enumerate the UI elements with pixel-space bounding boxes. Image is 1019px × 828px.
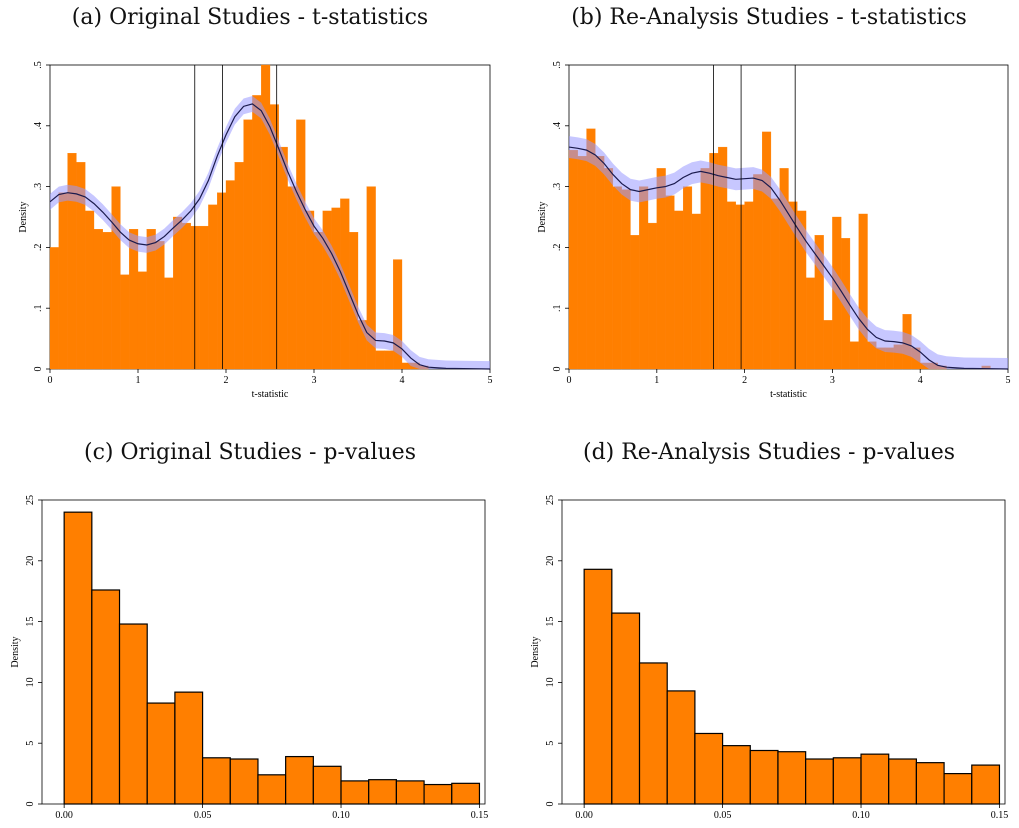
- bar-a-36: [366, 186, 376, 370]
- y-tick-label-b-2: .2: [552, 244, 563, 252]
- y-tick-label-c-3: 15: [25, 617, 36, 627]
- bar-d-11: [888, 758, 918, 805]
- bar-d-14: [971, 764, 1001, 805]
- y-tick-label-c-1: 5: [25, 741, 36, 746]
- y-tick-label-d-3: 15: [545, 617, 556, 627]
- bar-c-0: [63, 511, 93, 805]
- x-tick-label-c-2: 0.10: [332, 810, 350, 821]
- kde-line-b: [568, 146, 1009, 370]
- x-tick-label-b-4: 4: [918, 375, 923, 386]
- bar-c-2: [118, 623, 148, 805]
- bar-b-28: [814, 235, 824, 370]
- y-tick-label-a-4: .4: [33, 122, 44, 130]
- x-tick-label-a-0: 0: [48, 375, 53, 386]
- x-axis-label-b: t-statistic: [770, 389, 807, 400]
- bar-c-6: [229, 758, 259, 805]
- x-tick-label-d-3: 0.15: [991, 810, 1009, 821]
- bar-c-1: [91, 589, 121, 805]
- x-tick-label-b-0: 0: [567, 375, 572, 386]
- x-tick-label-b-2: 2: [742, 375, 747, 386]
- x-tick-label-b-3: 3: [830, 375, 835, 386]
- x-tick-label-c-3: 0.15: [471, 810, 489, 821]
- bar-d-2: [638, 662, 668, 805]
- x-tick-label-c-0: 0.00: [55, 810, 73, 821]
- bar-d-5: [721, 745, 751, 805]
- y-tick-label-b-1: .1: [552, 304, 563, 312]
- y-tick-label-c-4: 20: [25, 556, 36, 566]
- bar-d-13: [943, 772, 973, 805]
- x-tick-label-a-2: 2: [224, 375, 229, 386]
- x-tick-label-a-1: 1: [136, 375, 141, 386]
- bar-a-39: [393, 259, 403, 370]
- y-tick-label-c-2: 10: [25, 677, 36, 687]
- bar-d-9: [832, 757, 862, 805]
- x-tick-label-d-2: 0.10: [852, 810, 870, 821]
- y-tick-label-a-2: .2: [33, 244, 44, 252]
- x-tick-label-c-1: 0.05: [194, 810, 212, 821]
- y-tick-label-d-2: 10: [545, 677, 556, 687]
- y-tick-label-b-4: .4: [552, 122, 563, 130]
- y-tick-label-d-5: 25: [545, 495, 556, 505]
- y-axis-label-c: Density: [10, 636, 21, 667]
- bar-d-7: [777, 751, 807, 805]
- y-axis-label-d: Density: [530, 636, 541, 667]
- bar-b-33: [858, 213, 868, 370]
- y-tick-label-b-5: .5: [552, 61, 563, 69]
- x-axis-label-a: t-statistic: [252, 389, 289, 400]
- bar-d-3: [666, 690, 696, 805]
- panel-b-title: (b) Re-Analysis Studies - t-statistics: [571, 5, 967, 30]
- bar-c-7: [257, 774, 287, 805]
- y-tick-label-a-5: .5: [33, 61, 44, 69]
- bar-d-1: [611, 612, 641, 805]
- panel-d-title: (d) Re-Analysis Studies - p-values: [582, 440, 955, 465]
- x-tick-label-d-1: 0.05: [714, 810, 732, 821]
- bar-c-9: [312, 765, 342, 805]
- bar-d-12: [915, 762, 945, 805]
- y-axis-label-b: Density: [537, 201, 548, 232]
- x-tick-label-a-3: 3: [312, 375, 317, 386]
- panel-c-title: (c) Original Studies - p-values: [83, 440, 416, 465]
- y-tick-label-c-0: 0: [25, 802, 36, 807]
- x-tick-label-a-5: 5: [488, 375, 493, 386]
- bar-d-8: [805, 758, 834, 805]
- x-tick-label-d-0: 0.00: [575, 810, 593, 821]
- y-tick-label-d-1: 5: [545, 741, 556, 746]
- y-tick-label-a-3: .3: [33, 183, 44, 191]
- y-tick-label-b-3: .3: [552, 183, 563, 191]
- bar-c-8: [285, 755, 314, 805]
- y-tick-label-a-0: 0: [33, 367, 44, 372]
- panel-a-title: (a) Original Studies - t-statistics: [71, 5, 429, 30]
- kde-line-a: [49, 103, 491, 370]
- bar-d-6: [749, 749, 779, 805]
- y-tick-label-b-0: 0: [552, 367, 563, 372]
- x-tick-label-b-5: 5: [1006, 375, 1011, 386]
- x-tick-label-b-1: 1: [654, 375, 659, 386]
- bar-c-14: [451, 782, 481, 805]
- y-tick-label-d-0: 0: [545, 802, 556, 807]
- bar-c-4: [174, 691, 204, 805]
- y-tick-label-d-4: 20: [545, 556, 556, 566]
- y-tick-label-c-5: 25: [25, 495, 36, 505]
- y-tick-label-a-1: .1: [33, 304, 44, 312]
- bar-c-5: [201, 757, 231, 805]
- bar-d-0: [583, 568, 613, 805]
- x-tick-label-a-4: 4: [400, 375, 405, 386]
- bar-d-4: [694, 732, 724, 805]
- bar-c-3: [146, 702, 176, 805]
- y-axis-label-a: Density: [18, 201, 29, 232]
- bar-d-10: [860, 753, 890, 805]
